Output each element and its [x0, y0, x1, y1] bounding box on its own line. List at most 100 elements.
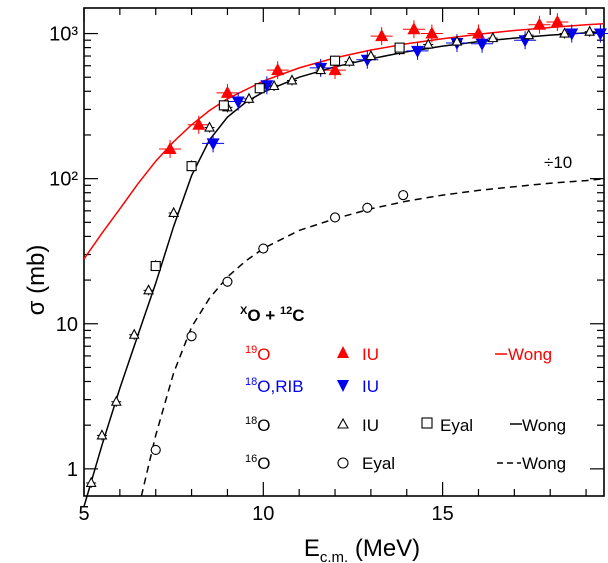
- data-point: [206, 138, 220, 151]
- data-point: [532, 17, 546, 30]
- y-axis-label: σ (mb): [23, 245, 50, 316]
- data-point: [192, 117, 206, 130]
- legend-triangle-up-red: [337, 346, 349, 358]
- data-point: [168, 206, 180, 218]
- data-point: [315, 63, 327, 75]
- legend-o18rib-mass: 18: [245, 376, 257, 388]
- data-point: [593, 28, 607, 41]
- legend-o19-sym: O: [257, 345, 270, 364]
- data-point: [343, 55, 355, 66]
- data-point: [222, 276, 233, 287]
- legend: 19O IU Wong 18O,RIB IU 18O IU Eyal Wong …: [245, 344, 566, 473]
- data-point: [85, 476, 97, 487]
- legend-o18-label: 18O: [245, 415, 270, 435]
- x-tick-label: 5: [78, 503, 89, 525]
- y-tick-label: 10³: [49, 24, 78, 46]
- data-point: [565, 28, 579, 41]
- x-tick-label: 15: [431, 503, 453, 525]
- fit-curve: [83, 31, 605, 507]
- x-axis-label-main: E: [304, 535, 320, 562]
- data-point: [128, 328, 140, 339]
- data-point: [110, 395, 122, 406]
- x-axis-label-sub: c.m.: [320, 549, 348, 563]
- data-point: [163, 142, 177, 155]
- legend-o18-exp2: Eyal: [440, 416, 473, 435]
- data-point: [268, 79, 280, 91]
- legend-triangle-down-blue: [337, 380, 349, 392]
- data-point: [254, 83, 265, 94]
- legend-o16-fit: Wong: [522, 454, 566, 473]
- y-tick-label: 1: [67, 459, 78, 481]
- legend-o19-exp: IU: [362, 345, 379, 364]
- legend-o18-fit: Wong: [522, 416, 566, 435]
- data-point: [425, 26, 439, 39]
- data-point: [411, 45, 425, 58]
- data-point: [96, 429, 108, 440]
- axis-ticks: 5 10 15 1 10 10² 10³: [49, 8, 604, 525]
- data-point: [559, 27, 570, 38]
- data-point: [328, 63, 342, 76]
- reaction-iso: 12: [280, 305, 292, 317]
- legend-o19-label: 19O: [245, 344, 270, 364]
- legend-o16-label: 16O: [245, 453, 270, 473]
- fit-curve: [83, 22, 605, 260]
- legend-o16-exp: Eyal: [362, 454, 395, 473]
- data-point: [186, 331, 197, 342]
- legend-o19-mass: 19: [245, 344, 257, 356]
- data-points: [85, 13, 608, 488]
- plot-frame: [83, 7, 605, 497]
- legend-o18rib-sym: O,RIB: [257, 377, 303, 396]
- legend-o16-mass: 16: [245, 453, 257, 465]
- data-point: [204, 121, 215, 132]
- data-point: [394, 42, 405, 53]
- data-point: [471, 26, 485, 39]
- data-point: [143, 284, 154, 295]
- reaction-mid: O +: [247, 306, 280, 325]
- reaction-suffix: C: [292, 306, 304, 325]
- data-point: [362, 202, 373, 213]
- data-point: [407, 22, 421, 35]
- data-point: [584, 25, 596, 36]
- data-point: [375, 29, 389, 42]
- legend-o16-sym: O: [257, 454, 270, 473]
- legend-circle-open: [337, 457, 349, 469]
- data-point: [218, 100, 229, 111]
- data-point: [220, 85, 234, 98]
- reaction-prefix: X: [240, 305, 248, 317]
- x-axis-label-unit: (MeV): [348, 535, 420, 562]
- legend-o19-fit: Wong: [508, 345, 552, 364]
- data-point: [487, 31, 499, 43]
- data-point: [365, 49, 377, 61]
- scale-note: ÷10: [544, 153, 572, 172]
- x-axis-label: Ec.m. (MeV): [304, 535, 420, 563]
- data-point: [286, 74, 298, 85]
- fit-curve: [140, 177, 605, 497]
- x-tick-label: 10: [252, 503, 274, 525]
- legend-square-open: [421, 417, 433, 429]
- data-point: [243, 92, 255, 103]
- data-point: [329, 212, 341, 223]
- reaction-label: XO + 12C: [240, 305, 304, 325]
- y-tick-label: 10²: [49, 169, 78, 191]
- legend-o18rib-exp: IU: [362, 377, 379, 396]
- data-point: [186, 161, 197, 172]
- data-point: [523, 28, 535, 40]
- data-point: [150, 260, 161, 272]
- data-point: [422, 38, 434, 49]
- y-tick-label: 10: [56, 314, 78, 336]
- legend-o18-mass: 18: [245, 415, 257, 427]
- legend-o18rib-label: 18O,RIB: [245, 376, 304, 396]
- data-point: [550, 15, 564, 28]
- data-point: [231, 96, 245, 109]
- data-point: [475, 38, 489, 51]
- data-point: [150, 444, 161, 455]
- legend-triangle-up-open: [337, 417, 349, 429]
- data-point: [271, 63, 285, 76]
- data-point: [258, 243, 269, 254]
- legend-o18-sym: O: [257, 416, 270, 435]
- data-point: [398, 190, 409, 201]
- legend-o18-exp: IU: [362, 416, 379, 435]
- data-point: [451, 35, 463, 46]
- data-point: [329, 55, 341, 66]
